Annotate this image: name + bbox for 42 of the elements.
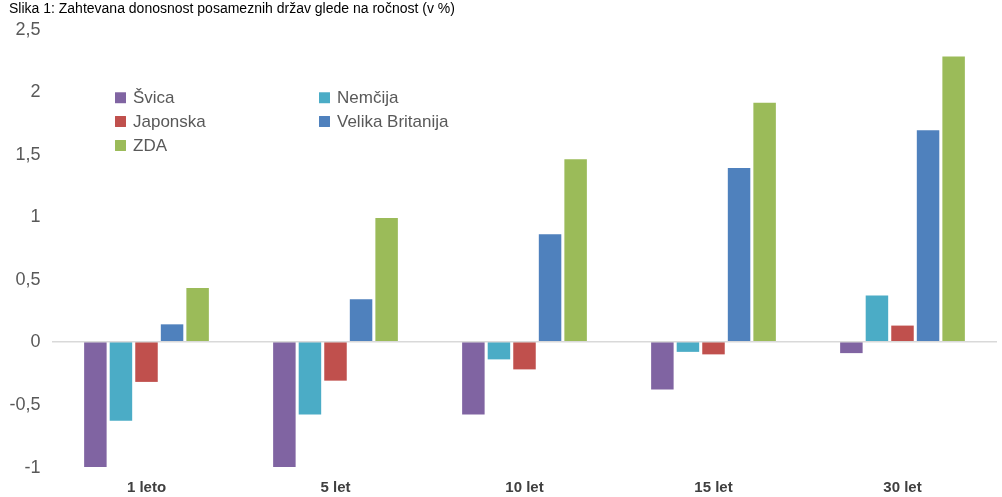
y-tick-label: 2: [30, 81, 41, 102]
x-tick-label: 1 leto: [126, 477, 167, 495]
legend-label: ZDA: [133, 135, 168, 155]
legend-label: Velika Britanija: [337, 111, 450, 131]
bar: [375, 217, 398, 342]
legend-label: Nemčija: [337, 87, 399, 107]
bar: [942, 56, 965, 342]
bar: [109, 341, 133, 421]
x-tick-label: 15 let: [694, 477, 733, 495]
bar: [513, 341, 536, 370]
y-tick-label: 1,5: [15, 143, 41, 164]
bar: [538, 234, 562, 342]
bar: [916, 130, 940, 342]
y-tick-label: 0,5: [15, 268, 41, 289]
y-tick-label: 2,5: [15, 18, 41, 39]
bar: [349, 299, 373, 342]
x-tick-label: 10 let: [505, 477, 544, 495]
bar: [324, 341, 347, 381]
x-tick-label: 30 let: [883, 477, 922, 495]
legend-label: Japonska: [133, 111, 207, 131]
bar: [727, 167, 751, 342]
bar: [891, 325, 914, 342]
bar: [753, 102, 776, 342]
bar: [462, 341, 485, 415]
bar: [702, 341, 725, 355]
bar: [186, 288, 209, 342]
bar: [651, 341, 674, 390]
bar: [135, 341, 158, 382]
y-tick-label: -0,5: [9, 393, 41, 414]
y-tick-label: 1: [30, 206, 41, 227]
bar: [84, 341, 107, 467]
y-tick-label: -1: [24, 456, 41, 477]
chart-title: Slika 1: Zahtevana donosnost posameznih držav glede na ročnost (v %): [8, 0, 455, 16]
x-tick-label: 5 let: [320, 477, 351, 495]
bar: [273, 341, 296, 467]
bar: [840, 341, 863, 354]
bar: [298, 341, 322, 415]
y-tick-label: 0: [30, 331, 41, 352]
bar: [865, 295, 889, 342]
bar: [160, 324, 184, 342]
bar: [564, 159, 587, 342]
legend-label: Švica: [133, 87, 176, 107]
